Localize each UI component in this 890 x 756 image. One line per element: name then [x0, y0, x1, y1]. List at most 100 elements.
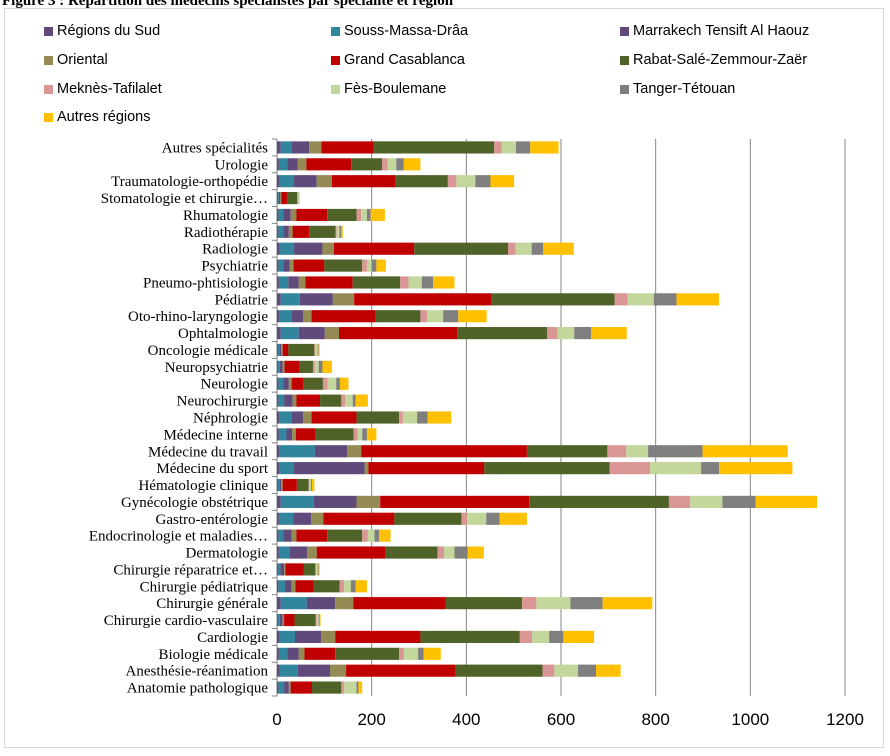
bar-segment-oriental — [292, 394, 297, 407]
bar-segment-tanger-tetouan — [574, 327, 592, 340]
bar-segment-marrakech-tensift-al-haouz — [297, 664, 331, 677]
bar-segment-meknes-tafilalet — [335, 225, 337, 238]
bar-segment-rabat-sale-zemmour-zaer — [457, 327, 548, 340]
bar-segment-meknes-tafilalet — [314, 343, 316, 357]
bar-segment-rabat-sale-zemmour-zaer — [414, 242, 508, 255]
category-label: Neurochirurgie — [177, 394, 269, 410]
bar-segment-fes-boulemane — [444, 546, 455, 559]
bar-segment-autres-regions — [602, 597, 653, 610]
bar-segment-rabat-sale-zemmour-zaer — [299, 360, 313, 373]
category-label: Endocrinologie et maladies… — [89, 529, 268, 545]
bar-segment-regions-du-sud — [277, 647, 279, 660]
bar-segment-souss-massa-draa — [279, 175, 295, 188]
bar-segment-autres-regions — [543, 242, 574, 255]
bar-segment-meknes-tafilalet — [399, 411, 403, 424]
bar-segment-fes-boulemane — [336, 225, 340, 238]
bar-segment-meknes-tafilalet — [420, 310, 428, 323]
bar-segment-fes-boulemane — [316, 613, 319, 627]
bar-segment-oriental — [322, 242, 334, 255]
bar-segment-oriental — [321, 630, 336, 644]
bar-segment-autres-regions — [702, 445, 788, 458]
bar-segment-oriental — [303, 411, 312, 424]
bar-segment-souss-massa-draa — [278, 158, 288, 171]
bar-segment-marrakech-tensift-al-haouz — [299, 293, 333, 306]
bar-segment-tanger-tetouan — [374, 529, 380, 542]
bar-segment-marrakech-tensift-al-haouz — [287, 647, 299, 660]
bar-segment-rabat-sale-zemmour-zaer — [309, 225, 336, 238]
legend-item-souss-massa-draa: Souss-Massa-Drâa — [331, 23, 468, 39]
bar-segment-souss-massa-draa — [278, 428, 287, 441]
bar-segment-autres-regions — [370, 208, 385, 222]
bar-segment-grand-casablanca — [306, 158, 352, 171]
bar-segment-fes-boulemane — [557, 327, 575, 340]
bar-segment-meknes-tafilalet — [399, 647, 404, 660]
bar-segment-oriental — [347, 445, 362, 458]
bar-segment-autres-regions — [676, 293, 720, 306]
bar-segment-grand-casablanca — [333, 242, 415, 255]
bar-segment-tanger-tetouan — [350, 580, 356, 593]
bar-segment-tanger-tetouan — [339, 225, 342, 238]
bar-segment-grand-casablanca — [285, 563, 304, 576]
bar-segment-oriental — [281, 478, 283, 492]
bar-segment-rabat-sale-zemmour-zaer — [296, 478, 309, 492]
category-label: Oncologie médicale — [148, 343, 269, 359]
legend-label: Meknès-Tafilalet — [57, 81, 162, 97]
category-label: Chirurgie cardio-vasculaire — [104, 613, 269, 629]
bar-segment-meknes-tafilalet — [382, 158, 388, 171]
category-label: Psychiatrie — [201, 259, 268, 275]
bar-segment-autres-regions — [355, 394, 368, 407]
bar-segment-marrakech-tensift-al-haouz — [279, 613, 283, 627]
bar-segment-oriental — [291, 529, 297, 542]
bar-segment-tanger-tetouan — [722, 495, 756, 508]
bar-segment-autres-regions — [403, 158, 421, 171]
bar-segment-meknes-tafilalet — [400, 276, 409, 289]
bar-segment-autres-regions — [755, 495, 818, 508]
bar-segment-tanger-tetouan — [443, 310, 459, 323]
legend-label: Tanger-Tétouan — [633, 81, 736, 97]
bar-segment-autres-regions — [591, 327, 627, 340]
bar-segment-rabat-sale-zemmour-zaer — [385, 546, 438, 559]
category-label: Chirurgie pédiatrique — [140, 579, 269, 595]
bar-segment-meknes-tafilalet — [362, 259, 367, 272]
bar-segment-autres-regions — [358, 681, 363, 694]
bar-segment-fes-boulemane — [314, 360, 319, 373]
bar-segment-tanger-tetouan — [396, 158, 404, 171]
bar-segment-regions-du-sud — [277, 327, 281, 340]
bar-segment-regions-du-sud — [277, 411, 280, 424]
bar-segment-tanger-tetouan — [418, 647, 424, 660]
bar-segment-grand-casablanca — [354, 293, 492, 306]
bar-segment-meknes-tafilalet — [362, 529, 368, 542]
bar-segment-marrakech-tensift-al-haouz — [289, 546, 308, 559]
bar-segment-grand-casablanca — [321, 141, 374, 154]
bar-segment-meknes-tafilalet — [341, 394, 346, 407]
bar-segment-souss-massa-draa — [278, 259, 284, 272]
bar-segment-regions-du-sud — [277, 394, 279, 407]
bar-segment-marrakech-tensift-al-haouz — [306, 597, 336, 610]
category-label: Urologie — [215, 157, 269, 173]
bar-segment-autres-regions — [376, 259, 386, 272]
bar-segment-marrakech-tensift-al-haouz — [279, 343, 282, 357]
bar-segment-fes-boulemane — [367, 529, 375, 542]
bar-segment-oriental — [288, 225, 293, 238]
bar-segment-grand-casablanca — [281, 191, 287, 205]
legend-swatch — [620, 55, 629, 65]
legend-item-rabat-sale-zemmour-zaer: Rabat-Salé-Zemmour-Zaër — [620, 52, 807, 68]
bar-segment-tanger-tetouan — [570, 597, 603, 610]
bar-segment-marrakech-tensift-al-haouz — [284, 681, 289, 694]
bar-segment-oriental — [284, 563, 286, 576]
bar-segment-regions-du-sud — [277, 613, 278, 627]
bar-segment-souss-massa-draa — [278, 681, 285, 694]
bar-segment-meknes-tafilalet — [312, 360, 315, 373]
bar-segment-oriental — [282, 613, 285, 627]
bar-segment-grand-casablanca — [282, 343, 289, 357]
bar-segment-meknes-tafilalet — [437, 546, 445, 559]
bar-segment-regions-du-sud — [277, 428, 279, 441]
bar-segment-regions-du-sud — [277, 630, 280, 644]
bar-segment-rabat-sale-zemmour-zaer — [395, 175, 448, 188]
bar-segment-fes-boulemane — [345, 394, 353, 407]
bar-segment-fes-boulemane — [327, 377, 337, 390]
bar-segment-regions-du-sud — [277, 175, 280, 188]
bar-segment-marrakech-tensift-al-haouz — [284, 394, 293, 407]
x-tick-label: 400 — [452, 710, 480, 729]
bar-segment-fes-boulemane — [402, 411, 418, 424]
